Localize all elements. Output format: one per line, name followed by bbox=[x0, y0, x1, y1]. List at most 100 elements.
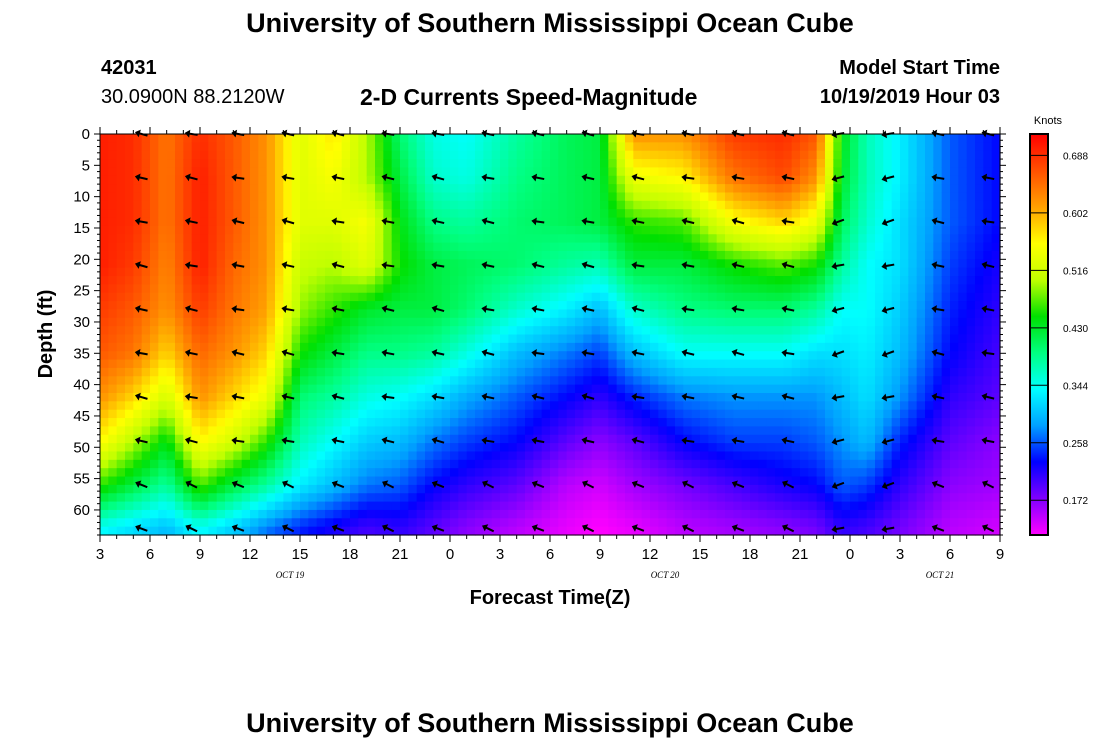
heatmap-cell bbox=[875, 401, 884, 411]
heatmap-cell bbox=[233, 276, 243, 285]
heatmap-cell bbox=[625, 434, 634, 444]
heatmap-cell bbox=[633, 334, 643, 344]
heatmap-cell bbox=[341, 267, 351, 277]
heatmap-cell bbox=[766, 443, 776, 453]
heatmap-cell bbox=[158, 276, 168, 285]
heatmap-cell bbox=[716, 326, 726, 336]
heatmap-cell bbox=[808, 317, 818, 327]
heatmap-cell bbox=[116, 309, 126, 319]
heatmap-cell bbox=[258, 401, 268, 411]
heatmap-cell bbox=[633, 167, 643, 177]
heatmap-cell bbox=[300, 234, 309, 244]
heatmap-cell bbox=[900, 326, 909, 336]
heatmap-cell bbox=[100, 459, 109, 469]
heatmap-cell bbox=[583, 259, 593, 269]
heatmap-cell bbox=[741, 518, 751, 528]
heatmap-cell bbox=[175, 476, 184, 486]
heatmap-cell bbox=[633, 184, 643, 194]
heatmap-cell bbox=[766, 334, 776, 344]
heatmap-cell bbox=[266, 409, 276, 419]
heatmap-cell bbox=[316, 159, 326, 169]
heatmap-cell bbox=[433, 342, 443, 352]
heatmap-cell bbox=[475, 459, 484, 469]
heatmap-cell bbox=[683, 142, 693, 152]
heatmap-cell bbox=[575, 468, 584, 478]
heatmap-cell bbox=[958, 351, 968, 361]
heatmap-cell bbox=[283, 267, 293, 277]
heatmap-cell bbox=[525, 284, 534, 294]
heatmap-cell bbox=[533, 376, 543, 386]
heatmap-cell bbox=[883, 250, 893, 260]
heatmap-cell bbox=[100, 301, 109, 311]
heatmap-cell bbox=[791, 259, 801, 269]
heatmap-cell bbox=[100, 134, 109, 143]
heatmap-cell bbox=[908, 409, 918, 419]
heatmap-cell bbox=[391, 518, 401, 528]
heatmap-cell bbox=[325, 276, 334, 285]
heatmap-cell bbox=[916, 476, 926, 486]
heatmap-cell bbox=[358, 217, 368, 227]
heatmap-cell bbox=[558, 134, 568, 143]
heatmap-cell bbox=[391, 459, 401, 469]
heatmap-cell bbox=[225, 493, 234, 503]
heatmap-cell bbox=[283, 384, 293, 394]
heatmap-cell bbox=[858, 501, 868, 511]
heatmap-cell bbox=[366, 351, 376, 361]
heatmap-cell bbox=[641, 342, 651, 352]
heatmap-cell bbox=[508, 159, 518, 169]
heatmap-cell bbox=[658, 392, 668, 402]
heatmap-cell bbox=[783, 250, 793, 260]
heatmap-cell bbox=[425, 459, 434, 469]
heatmap-cell bbox=[200, 434, 209, 444]
heatmap-cell bbox=[741, 259, 751, 269]
heatmap-cell bbox=[941, 409, 951, 419]
heatmap-cell bbox=[233, 234, 243, 244]
heatmap-cell bbox=[275, 451, 284, 461]
heatmap-cell bbox=[375, 476, 384, 486]
heatmap-cell bbox=[550, 334, 559, 344]
heatmap-cell bbox=[141, 159, 151, 169]
heatmap-cell bbox=[725, 384, 734, 394]
heatmap-cell bbox=[341, 292, 351, 302]
heatmap-cell bbox=[525, 192, 534, 202]
heatmap-cell bbox=[308, 359, 318, 369]
heatmap-cell bbox=[341, 250, 351, 260]
heatmap-cell bbox=[841, 167, 851, 177]
heatmap-cell bbox=[883, 518, 893, 528]
heatmap-cell bbox=[725, 225, 734, 235]
heatmap-cell bbox=[350, 259, 359, 269]
heatmap-cell bbox=[125, 200, 134, 210]
heatmap-cell bbox=[175, 459, 184, 469]
heatmap-cell bbox=[550, 526, 559, 536]
heatmap-cell bbox=[683, 200, 693, 210]
heatmap-cell bbox=[950, 342, 959, 352]
heatmap-cell bbox=[925, 150, 934, 160]
heatmap-cell bbox=[191, 242, 201, 252]
heatmap-cell bbox=[925, 267, 934, 277]
heatmap-cell bbox=[391, 409, 401, 419]
heatmap-cell bbox=[708, 526, 718, 536]
heatmap-cell bbox=[425, 309, 434, 319]
heatmap-cell bbox=[125, 459, 134, 469]
heatmap-cell bbox=[408, 392, 418, 402]
heatmap-cell bbox=[541, 175, 551, 185]
heatmap-cell bbox=[741, 509, 751, 519]
heatmap-cell bbox=[516, 468, 526, 478]
heatmap-cell bbox=[866, 351, 876, 361]
heatmap-cell bbox=[808, 301, 818, 311]
heatmap-cell bbox=[900, 434, 909, 444]
heatmap-cell bbox=[183, 509, 193, 519]
heatmap-cell bbox=[600, 175, 609, 185]
heatmap-cell bbox=[533, 150, 543, 160]
heatmap-cell bbox=[800, 409, 809, 419]
heatmap-cell bbox=[383, 443, 393, 453]
heatmap-cell bbox=[416, 159, 426, 169]
heatmap-cell bbox=[208, 234, 218, 244]
heatmap-cell bbox=[908, 259, 918, 269]
heatmap-cell bbox=[791, 401, 801, 411]
heatmap-cell bbox=[416, 443, 426, 453]
heatmap-cell bbox=[741, 351, 751, 361]
heatmap-cell bbox=[825, 175, 834, 185]
heatmap-cell bbox=[233, 150, 243, 160]
heatmap-cell bbox=[516, 250, 526, 260]
